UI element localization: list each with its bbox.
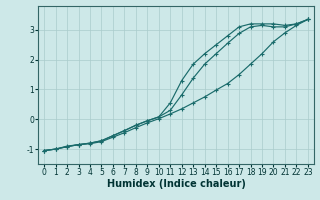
X-axis label: Humidex (Indice chaleur): Humidex (Indice chaleur) [107,179,245,189]
